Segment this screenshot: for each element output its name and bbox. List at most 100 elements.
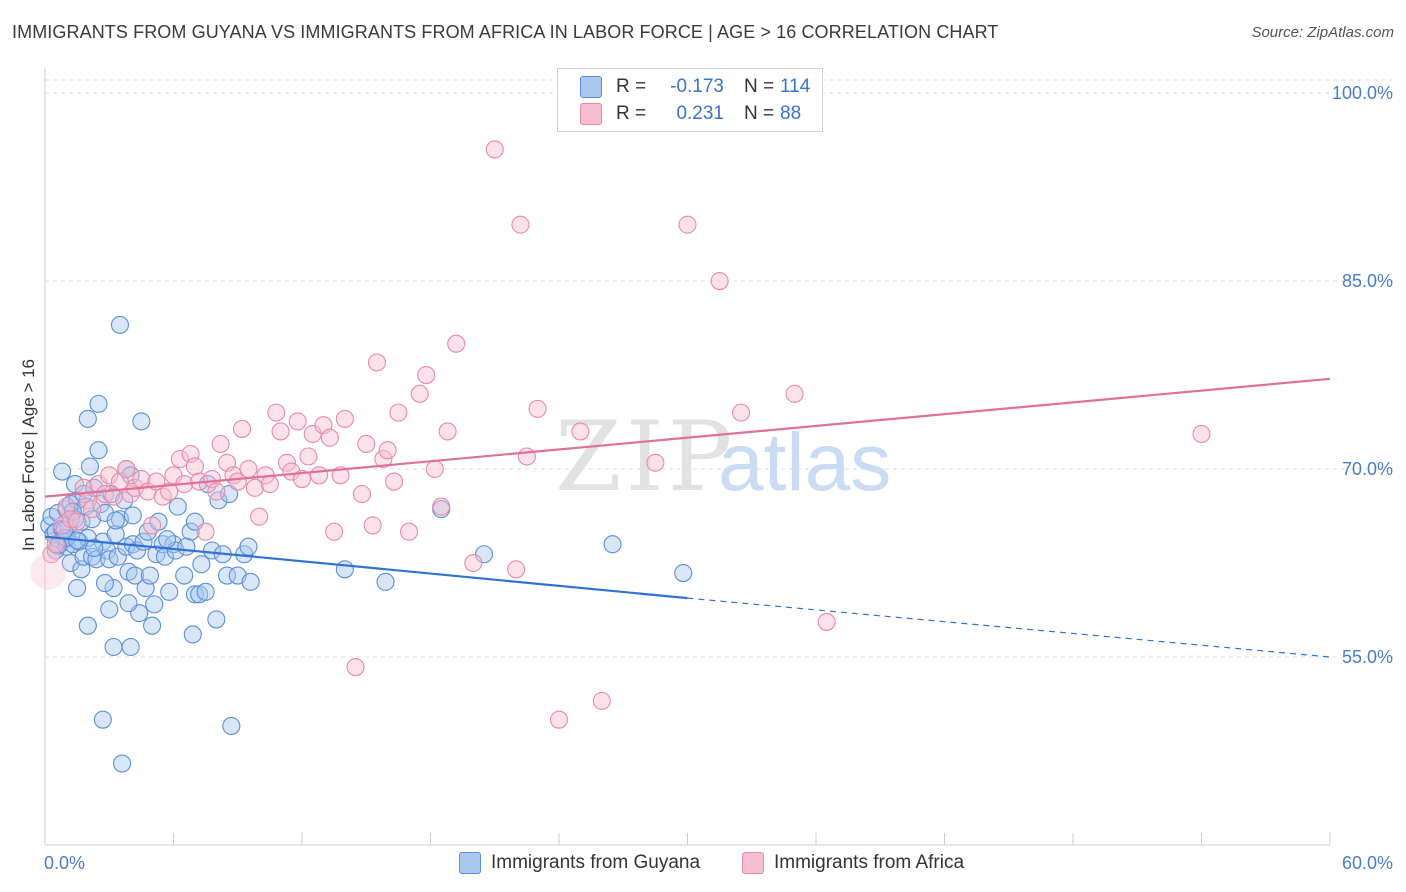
series-guyana (40, 315, 693, 773)
data-point (123, 506, 142, 525)
data-point (385, 472, 404, 491)
data-point (132, 412, 151, 431)
watermark: ZIP atlas (555, 401, 891, 513)
data-point (400, 522, 419, 541)
x-tick-label: 0.0% (44, 853, 85, 873)
data-point (678, 215, 697, 234)
data-point (113, 754, 132, 773)
legend-swatch-pink (580, 103, 602, 125)
data-point (217, 566, 237, 585)
data-point (93, 710, 112, 729)
data-point (710, 271, 729, 291)
data-point (140, 566, 159, 585)
data-point (143, 516, 162, 535)
n-value: 114 (780, 76, 811, 97)
data-point (104, 637, 123, 657)
data-point-cluster (30, 553, 67, 590)
data-point (282, 462, 301, 481)
data-point (207, 610, 226, 629)
data-point (80, 457, 100, 476)
data-point (196, 522, 215, 541)
y-tick-label: 85.0% (1342, 271, 1393, 291)
data-point (241, 572, 260, 591)
series-legend: Immigrants from Guyana Immigrants from A… (0, 852, 1406, 878)
data-point (177, 537, 196, 556)
data-point (817, 612, 836, 631)
data-point (549, 710, 569, 729)
legend-row-africa: R = 0.231 N = 88 (580, 101, 801, 127)
data-point (1192, 424, 1211, 443)
data-point (207, 482, 226, 501)
data-point (183, 625, 202, 644)
data-point (228, 472, 247, 491)
y-tick-label: 55.0% (1342, 647, 1393, 667)
data-point (378, 441, 397, 460)
data-point (331, 466, 350, 485)
data-point (100, 600, 119, 619)
data-point (335, 409, 354, 428)
legend-label-africa: Immigrants from Africa (774, 852, 965, 873)
legend-swatch-blue (459, 852, 481, 874)
legend-item-guyana[interactable]: Immigrants from Guyana (459, 852, 700, 874)
trend-line-guyana (44, 535, 688, 600)
data-point (260, 475, 279, 494)
data-point (277, 453, 297, 472)
x-tick-label: 60.0% (1342, 853, 1393, 873)
data-point (185, 585, 204, 604)
data-point (185, 457, 204, 476)
data-point (517, 447, 536, 466)
data-point (363, 516, 382, 535)
data-point (175, 566, 194, 585)
legend-item-africa[interactable]: Immigrants from Africa (742, 852, 964, 874)
data-point (603, 535, 622, 554)
data-point (511, 215, 530, 234)
data-point (325, 522, 344, 541)
data-point (95, 574, 115, 593)
data-point (125, 566, 144, 585)
legend-swatch-pink (742, 852, 764, 874)
data-point (145, 595, 164, 614)
n-value: 88 (780, 103, 802, 124)
data-point (731, 403, 751, 422)
data-point (100, 466, 119, 485)
data-point (78, 616, 97, 635)
data-point (117, 459, 136, 479)
grid-lines (45, 79, 1393, 658)
data-point (68, 579, 87, 598)
data-point (203, 541, 222, 560)
data-point (53, 462, 72, 481)
data-point (320, 428, 339, 447)
tick-labels: 55.0% 70.0% 85.0% 100.0% 0.0% 60.0% (44, 83, 1393, 873)
data-point (310, 466, 329, 485)
data-point (346, 657, 365, 677)
r-label: R = (616, 103, 647, 124)
data-point (485, 140, 504, 159)
data-point (245, 478, 264, 497)
data-point (110, 315, 130, 334)
watermark-atlas: atlas (718, 417, 891, 508)
data-point (121, 637, 140, 657)
data-point (222, 716, 241, 735)
data-point (104, 579, 123, 598)
r-value: 0.231 (676, 103, 724, 124)
data-point (438, 422, 457, 441)
data-point (571, 422, 590, 441)
data-point (160, 582, 179, 601)
data-point (447, 334, 466, 353)
series-africa (30, 140, 1211, 729)
trend-lines (44, 377, 1331, 658)
data-point (192, 555, 211, 574)
legend-row-guyana: R = -0.173 N = 114 (580, 74, 810, 100)
chart-title: IMMIGRANTS FROM GUYANA VS IMMIGRANTS FRO… (12, 22, 999, 42)
data-point (299, 447, 318, 466)
data-point (464, 553, 483, 573)
legend-label-guyana: Immigrants from Guyana (491, 852, 701, 873)
data-point (143, 616, 162, 635)
data-point (352, 485, 372, 504)
data-point (292, 470, 312, 489)
n-label: N = (744, 103, 775, 124)
data-point (83, 500, 102, 519)
n-label: N = (744, 76, 775, 97)
data-point (417, 365, 436, 385)
